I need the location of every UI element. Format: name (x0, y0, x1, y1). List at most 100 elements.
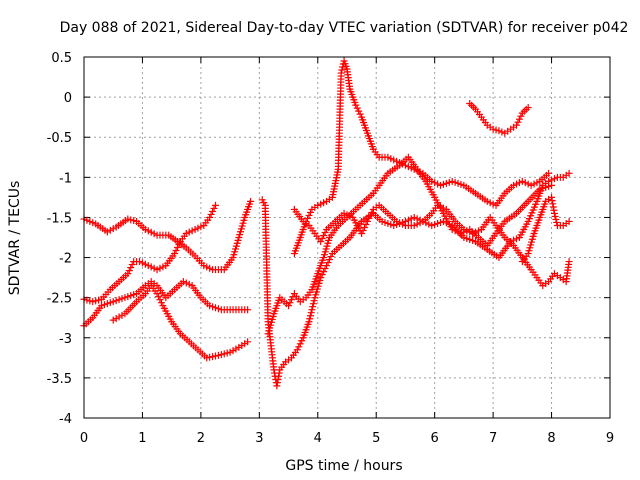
data-point (515, 115, 523, 123)
data-point (212, 201, 219, 209)
y-tick-label: -2 (59, 252, 72, 267)
x-tick-label: 2 (197, 431, 205, 446)
data-point (209, 207, 217, 215)
data-point (565, 258, 573, 266)
data-point (321, 228, 329, 236)
series-track-3 (80, 278, 252, 330)
data-point (310, 297, 318, 305)
data-point (293, 346, 301, 354)
plot-frame (83, 56, 611, 419)
series-track-10 (518, 193, 573, 266)
data-point (366, 211, 374, 219)
x-tick-label: 9 (606, 431, 614, 446)
data-point (325, 256, 333, 264)
data-point (514, 118, 522, 126)
data-point (153, 290, 161, 298)
data-point (125, 267, 133, 275)
y-tick-label: -1.5 (47, 211, 72, 226)
data-point (298, 337, 306, 345)
y-tick-label: 0 (64, 91, 72, 106)
y-tick-label: -0.5 (47, 131, 72, 146)
x-tick-label: 0 (80, 431, 88, 446)
data-point (320, 268, 328, 276)
data-point (207, 210, 215, 218)
series-track-4 (109, 282, 252, 362)
data-point (365, 214, 373, 222)
data-point (320, 231, 328, 239)
data-point (171, 250, 179, 258)
data-point (306, 208, 314, 216)
data-point (317, 238, 325, 246)
x-tick-label: 3 (255, 431, 263, 446)
data-point (551, 212, 559, 220)
data-point (244, 306, 252, 314)
data-point (317, 274, 325, 282)
data-point (172, 247, 180, 255)
data-point (287, 296, 295, 304)
x-tick-labels: 0 1 2 3 4 5 6 7 8 9 (80, 431, 614, 446)
data-point (368, 208, 376, 216)
data-point (512, 121, 520, 129)
data-point (338, 66, 346, 74)
x-tick-label: 5 (372, 431, 380, 446)
data-point (324, 259, 332, 267)
data-point (309, 303, 317, 311)
y-tick-label: -1 (59, 171, 72, 186)
data-point (247, 197, 255, 205)
data-point (552, 215, 560, 223)
x-tick-label: 4 (314, 431, 322, 446)
series-track-2 (80, 201, 219, 306)
data-point (296, 340, 304, 348)
data-point (309, 300, 317, 308)
y-tick-label: 0.5 (51, 51, 72, 66)
data-point (127, 264, 135, 272)
grid (84, 57, 610, 418)
data-point (307, 309, 315, 317)
data-point (124, 270, 132, 278)
y-tick-label: -3 (59, 332, 72, 347)
data-point (295, 343, 303, 351)
data-point (363, 217, 371, 225)
data-point (174, 244, 182, 252)
y-tick-label: -3.5 (47, 372, 72, 387)
x-axis-title: GPS time / hours (285, 458, 402, 474)
data-point (128, 261, 136, 269)
chart-title: Day 088 of 2021, Sidereal Day-to-day VTE… (60, 20, 629, 36)
data-point (356, 110, 364, 118)
data-point (358, 229, 366, 237)
data-point (175, 241, 183, 249)
data-point (361, 223, 369, 231)
data-point (156, 296, 164, 304)
y-tick-labels: 0.5 0 -0.5 -1 -1.5 -2 -2.5 -3 -3.5 -4 (47, 51, 72, 427)
data-point (352, 101, 360, 109)
data-point (285, 302, 293, 310)
data-point (545, 169, 553, 177)
x-tick-label: 1 (138, 431, 146, 446)
data-point (353, 104, 361, 112)
data-point (306, 315, 314, 323)
x-tick-label: 6 (431, 431, 439, 446)
data-point (327, 253, 335, 261)
data-point (548, 181, 556, 189)
data-point (157, 299, 165, 307)
data-point (244, 338, 252, 346)
y-tick-label: -2.5 (47, 292, 72, 307)
data-point (155, 293, 163, 301)
data-point (565, 217, 573, 225)
data-point (286, 299, 294, 307)
data-point (308, 306, 316, 314)
series-track-9 (466, 100, 532, 137)
data-point (550, 209, 558, 217)
data-point (517, 112, 525, 120)
data-point (305, 318, 313, 326)
data-point (210, 204, 218, 212)
series-track-1 (80, 197, 255, 274)
data-point (305, 211, 313, 219)
data-point (362, 220, 370, 228)
data-point (355, 107, 363, 115)
data-point (359, 226, 367, 234)
data-point (524, 104, 532, 112)
data-series (80, 57, 573, 390)
data-point (206, 213, 214, 221)
